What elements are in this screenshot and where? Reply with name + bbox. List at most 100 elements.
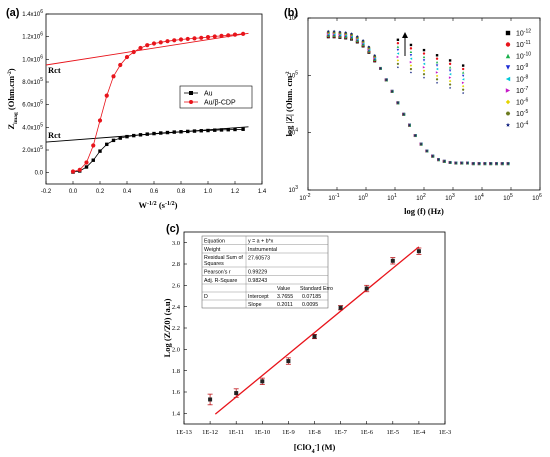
fan-point-b (435, 57, 439, 60)
legend-box-a (179, 85, 253, 109)
data-point-a (219, 33, 224, 38)
fan-point-b (448, 69, 452, 72)
data-point-a (205, 35, 211, 40)
x-tick-label-c: 1E-12 (202, 429, 218, 436)
data-point-a (132, 133, 136, 138)
fan-point-b (422, 62, 426, 66)
fan-point-b (422, 48, 426, 52)
data-point-b (384, 78, 388, 82)
y-tick-label-b: 105 (289, 70, 299, 79)
data-point-a (199, 35, 204, 40)
y-tick-label-c: 3.0 (172, 240, 180, 247)
x-axis-label-a: W-1/2 (s-1/2) (139, 200, 178, 210)
data-point-b (402, 112, 406, 116)
data-point-a (138, 45, 143, 51)
plot-frame-b (307, 17, 541, 191)
x-tick-label-a: 1.2 (231, 189, 240, 195)
x-tick-label-a: 0.6 (150, 189, 159, 195)
y-tick-label-a: 6.0x105 (22, 100, 43, 109)
fan-point-b (396, 62, 400, 65)
data-point-b (425, 149, 429, 153)
data-point-a (131, 49, 136, 55)
data-point-a (125, 134, 129, 139)
x-tick-label-c: 1E-10 (254, 429, 270, 436)
data-point-b (477, 162, 481, 165)
data-point-c (312, 334, 317, 339)
data-point-a (118, 62, 123, 68)
x-tick-label-a: 0.0 (69, 189, 78, 195)
data-point-a (111, 74, 116, 79)
panel-label-a: (a) (6, 7, 20, 19)
data-point-a (232, 32, 238, 37)
table-cell: Squares (204, 261, 224, 267)
data-point-a (172, 130, 176, 134)
x-tick-label-c: 1E-6 (360, 429, 373, 436)
data-point-a (145, 43, 150, 48)
fan-point-b (461, 78, 465, 81)
data-point-b (367, 45, 371, 48)
data-point-b (326, 29, 330, 33)
table-cell: 3.7655 (277, 294, 293, 300)
table-cell: Pearson's r (204, 270, 231, 276)
data-point-a (219, 128, 224, 132)
data-point-b (344, 30, 348, 34)
data-point-b (379, 66, 382, 70)
data-point-a (241, 31, 246, 36)
data-point-a (91, 158, 95, 162)
data-point-b (448, 160, 452, 164)
data-point-b (332, 29, 336, 33)
x-tick-label-b: 100 (358, 193, 368, 202)
legend-label-b: 10-5 (516, 109, 528, 118)
fan-point-b (396, 45, 400, 48)
legend-label-a: Au/β-CDP (204, 100, 236, 107)
y-tick-label-b: 103 (289, 185, 299, 194)
fan-point-b (409, 60, 413, 64)
x-tick-label-b: 102 (416, 193, 426, 202)
fan-point-b (435, 78, 439, 81)
data-point-a (165, 39, 170, 44)
x-tick-label-b: 105 (503, 193, 513, 202)
y-tick-label-a: 1.2x106 (22, 32, 43, 41)
panel-b: (b) 10-2 10-1 100 101 102 103 104 105 106 103 104 10… (284, 7, 542, 216)
data-point-b (408, 123, 411, 127)
fan-point-b (422, 52, 426, 55)
data-point-b (361, 38, 365, 42)
legend-marker-b (505, 99, 511, 105)
fan-point-b (435, 64, 439, 67)
data-point-a (105, 142, 109, 147)
data-point-a (111, 138, 116, 143)
fan-point-b (448, 72, 452, 76)
table-cell: Instrumental (248, 247, 277, 253)
data-point-b (483, 162, 487, 165)
y-tick-label-c: 2.0 (172, 347, 180, 354)
y-tick-label-c: 1.8 (172, 368, 180, 375)
rct-label: Rct (48, 65, 61, 75)
legend-label-a: Au (204, 91, 213, 98)
data-point-a (91, 143, 96, 148)
y-tick-label-c: 2.6 (172, 283, 181, 290)
x-tick-label-c: 1E-9 (282, 429, 295, 436)
fan-point-b (409, 67, 413, 71)
data-point-c (390, 258, 395, 263)
fan-point-b (409, 43, 413, 47)
data-point-a (151, 41, 157, 46)
table-cell: Slope (248, 302, 262, 308)
fan-point-b (435, 74, 439, 78)
x-tick-label-b: 10-1 (328, 193, 339, 202)
data-point-a (185, 36, 190, 42)
legend-label-b: 10-6 (516, 98, 528, 107)
data-point-a (158, 40, 163, 45)
data-point-b (489, 162, 493, 165)
x-tick-label-a: 1.0 (204, 189, 213, 195)
fan-point-b (461, 85, 465, 88)
x-tick-label-c: 1E-13 (176, 429, 192, 436)
data-point-b (506, 162, 510, 165)
fan-point-b (422, 73, 426, 76)
data-point-b (419, 142, 423, 146)
data-point-c (234, 391, 239, 396)
x-axis-label-b: log (f) (Hz) (404, 206, 444, 216)
data-point-a (233, 127, 237, 132)
y-axis-label-b: log |Z| (Ohm. cm-2 (284, 71, 294, 137)
stats-table (201, 235, 329, 309)
y-tick-label-b: 104 (289, 128, 299, 137)
